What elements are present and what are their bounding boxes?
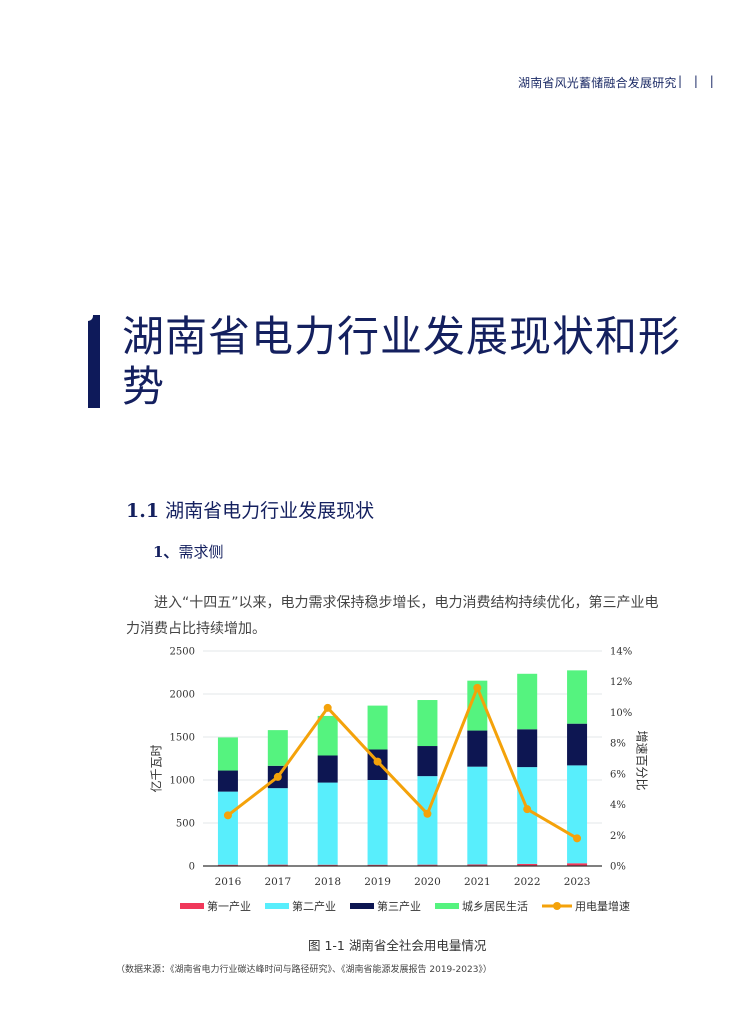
x-tick: 2019 xyxy=(364,876,391,888)
legend-label: 第三产业 xyxy=(377,900,421,913)
y-axis-label-left: 亿千瓦时 xyxy=(149,744,164,793)
y-tick-left: 1500 xyxy=(170,733,195,744)
bar-segment xyxy=(317,755,338,783)
section-heading: 1.1 湖南省电力行业发展现状 xyxy=(126,496,374,523)
bar-segment xyxy=(217,737,238,771)
chapter-title: 湖南省电力行业发展现状和形势 xyxy=(122,312,682,411)
subsection-heading: 1、需求侧 xyxy=(153,541,223,562)
growth-point xyxy=(573,834,582,843)
bar-segment xyxy=(517,729,538,768)
bar-segment xyxy=(567,723,588,766)
growth-point xyxy=(473,683,482,692)
legend-label: 第一产业 xyxy=(207,900,251,913)
bar-segment xyxy=(517,863,538,866)
y-tick-right: 14% xyxy=(610,647,632,658)
y-tick-left: 2000 xyxy=(170,690,195,701)
growth-point xyxy=(273,772,282,781)
x-tick: 2016 xyxy=(215,876,242,888)
y-tick-right: 12% xyxy=(610,677,632,688)
x-tick: 2021 xyxy=(464,876,491,888)
legend-label: 第二产业 xyxy=(292,900,336,913)
bar-segment xyxy=(467,766,488,865)
bar-segment xyxy=(217,770,238,792)
y-tick-left: 1000 xyxy=(170,776,195,787)
legend-item: 城乡居民生活 xyxy=(435,898,528,914)
bar-segment xyxy=(567,863,588,866)
y-tick-right: 2% xyxy=(610,831,626,842)
bar-segment xyxy=(417,776,438,865)
x-tick: 2022 xyxy=(514,876,541,888)
figure-caption: 图 1-1 湖南省全社会用电量情况 xyxy=(308,938,487,953)
y-tick-left: 0 xyxy=(189,862,195,873)
bar-segment xyxy=(317,782,338,865)
y-tick-right: 8% xyxy=(610,739,626,750)
bar-segment xyxy=(567,765,588,864)
bar-segment xyxy=(417,746,438,777)
bar-segment xyxy=(567,670,588,724)
legend-item: 用电量增速 xyxy=(542,898,630,914)
body-paragraph: 进入“十四五”以来，电力需求保持稳步增长，电力消费结构持续优化，第三产业电力消费… xyxy=(126,595,659,637)
bar-segment xyxy=(417,864,438,866)
x-tick: 2017 xyxy=(264,876,291,888)
y-tick-left: 500 xyxy=(176,819,195,830)
bar-segment xyxy=(367,780,388,865)
bar-segment xyxy=(467,864,488,866)
bar-segment xyxy=(317,715,338,756)
chapter-number-bar xyxy=(88,315,100,408)
bar-segment xyxy=(467,730,488,767)
legend-label: 用电量增速 xyxy=(575,900,630,913)
chart-plot: 0 500 1000 1500 2000 2500 0% 2% 4% 6% 8% 10% 12% 14% 2… xyxy=(170,647,633,889)
y-tick-right: 10% xyxy=(610,708,632,719)
bar-segment xyxy=(217,791,238,865)
growth-point xyxy=(423,809,432,818)
x-tick: 2023 xyxy=(564,876,591,888)
section-number: 1.1 xyxy=(126,500,160,522)
growth-point xyxy=(223,811,232,820)
electricity-consumption-chart: 0 500 1000 1500 2000 2500 0% 2% 4% 6% 8% 10% 12% 14% 2… xyxy=(140,640,660,930)
running-title: 湖南省风光蓄储融合发展研究 xyxy=(518,76,677,90)
legend-item: 第一产业 xyxy=(180,898,251,914)
growth-line xyxy=(227,686,578,840)
x-tick: 2020 xyxy=(414,876,441,888)
chart-legend: 第一产业 第二产业 第三产业 城乡居民生活 用电量增速 xyxy=(180,898,630,914)
y-tick-left: 2500 xyxy=(170,647,195,658)
page-marks: | | | xyxy=(678,74,718,88)
bar-segment xyxy=(267,864,288,866)
x-tick: 2018 xyxy=(314,876,341,888)
legend-swatch-icon xyxy=(180,903,204,909)
figure-source: （数据来源：《湖南省电力行业碳达峰时间与路径研究》、《湖南省能源发展报告 201… xyxy=(116,965,492,975)
bar-segment xyxy=(267,730,288,766)
bar-segment xyxy=(517,767,538,864)
growth-point xyxy=(373,757,382,766)
growth-point xyxy=(523,805,532,814)
bar-segment xyxy=(367,705,388,750)
line-marker-icon xyxy=(542,902,572,910)
legend-item: 第三产业 xyxy=(350,898,421,914)
bar-segment xyxy=(417,700,438,747)
legend-label: 城乡居民生活 xyxy=(462,900,528,913)
bar-segment xyxy=(267,788,288,865)
y-axis-label-right: 增速百分比 xyxy=(634,730,649,791)
bar-segment xyxy=(467,680,488,731)
y-tick-right: 6% xyxy=(610,769,626,780)
y-tick-right: 0% xyxy=(610,862,626,873)
legend-swatch-icon xyxy=(350,903,374,909)
section-title: 湖南省电力行业发展现状 xyxy=(165,500,375,522)
legend-swatch-icon xyxy=(435,903,459,909)
subsection-title: 需求侧 xyxy=(178,543,224,561)
legend-item: 第二产业 xyxy=(265,898,336,914)
bar-segment xyxy=(517,673,538,730)
legend-swatch-icon xyxy=(265,903,289,909)
subsection-number: 1、 xyxy=(153,543,179,561)
y-tick-right: 4% xyxy=(610,800,626,811)
growth-point xyxy=(323,703,332,712)
